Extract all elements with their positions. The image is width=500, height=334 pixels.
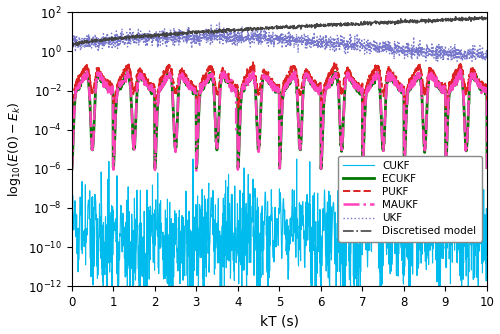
CUKF bbox=[396, 232, 402, 236]
PUKF bbox=[396, 81, 402, 86]
UKF bbox=[271, 45, 277, 49]
Line: UKF: UKF bbox=[72, 22, 487, 61]
Discretised model bbox=[90, 40, 96, 44]
CUKF bbox=[90, 253, 96, 257]
Discretised model bbox=[472, 17, 478, 21]
CUKF bbox=[271, 260, 277, 264]
Line: ECUKF: ECUKF bbox=[72, 72, 487, 170]
Legend: CUKF, ECUKF, PUKF, MAUKF, UKF, Discretised model: CUKF, ECUKF, PUKF, MAUKF, UKF, Discretis… bbox=[338, 156, 482, 241]
Line: CUKF: CUKF bbox=[72, 159, 487, 286]
Discretised model bbox=[479, 15, 485, 19]
Discretised model bbox=[70, 44, 76, 48]
MAUKF bbox=[472, 79, 478, 83]
X-axis label: kT (s): kT (s) bbox=[260, 314, 299, 328]
MAUKF bbox=[260, 75, 266, 79]
MAUKF bbox=[68, 167, 74, 171]
PUKF bbox=[472, 73, 478, 77]
MAUKF bbox=[458, 68, 464, 72]
Discretised model bbox=[271, 27, 277, 31]
PUKF bbox=[250, 60, 256, 64]
Discretised model bbox=[396, 20, 402, 24]
UKF bbox=[396, 47, 402, 51]
MAUKF bbox=[271, 83, 277, 87]
ECUKF bbox=[124, 70, 130, 74]
MAUKF bbox=[396, 87, 402, 91]
PUKF bbox=[68, 104, 74, 108]
PUKF bbox=[271, 85, 277, 89]
UKF bbox=[216, 20, 222, 24]
ECUKF bbox=[396, 89, 402, 93]
UKF bbox=[260, 34, 266, 38]
PUKF bbox=[472, 73, 478, 77]
Discretised model bbox=[484, 16, 490, 20]
ECUKF bbox=[484, 166, 490, 170]
ECUKF bbox=[472, 75, 478, 79]
CUKF bbox=[484, 249, 490, 253]
UKF bbox=[484, 46, 490, 50]
MAUKF bbox=[472, 74, 478, 78]
ECUKF bbox=[68, 168, 74, 172]
Line: Discretised model: Discretised model bbox=[72, 17, 487, 46]
Discretised model bbox=[472, 17, 478, 21]
CUKF bbox=[260, 262, 266, 266]
UKF bbox=[90, 41, 96, 45]
ECUKF bbox=[260, 75, 266, 79]
CUKF bbox=[472, 245, 478, 249]
Discretised model bbox=[260, 26, 266, 30]
CUKF bbox=[472, 253, 478, 257]
PUKF bbox=[484, 104, 490, 108]
CUKF bbox=[190, 157, 196, 161]
MAUKF bbox=[90, 144, 96, 148]
UKF bbox=[472, 57, 478, 61]
UKF bbox=[472, 57, 478, 61]
ECUKF bbox=[472, 76, 478, 80]
CUKF bbox=[68, 280, 74, 284]
UKF bbox=[68, 43, 74, 47]
Line: PUKF: PUKF bbox=[72, 62, 487, 109]
PUKF bbox=[90, 87, 96, 91]
Line: MAUKF: MAUKF bbox=[72, 70, 487, 172]
CUKF bbox=[100, 284, 106, 288]
UKF bbox=[433, 59, 439, 63]
ECUKF bbox=[271, 86, 277, 90]
Y-axis label: $\mathrm{log}_{10}(E(0) - E_k)$: $\mathrm{log}_{10}(E(0) - E_k)$ bbox=[6, 102, 22, 197]
ECUKF bbox=[90, 145, 96, 149]
PUKF bbox=[260, 70, 266, 74]
Discretised model bbox=[68, 42, 74, 46]
MAUKF bbox=[194, 170, 200, 174]
PUKF bbox=[236, 107, 242, 111]
MAUKF bbox=[484, 169, 490, 173]
